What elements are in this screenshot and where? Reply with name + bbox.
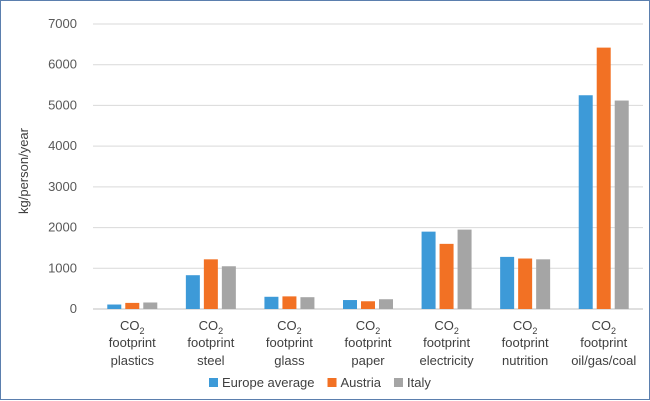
x-category-label: nutrition	[502, 353, 548, 368]
bar	[361, 301, 375, 309]
gridlines	[93, 23, 643, 310]
x-category-label: CO2	[591, 318, 616, 336]
bar	[107, 304, 122, 309]
y-tick-label: 7000	[48, 16, 77, 31]
x-category-label: CO2	[277, 318, 302, 336]
x-category-label: electricity	[419, 353, 474, 368]
legend-label: Austria	[341, 375, 382, 390]
y-tick-label: 4000	[48, 138, 77, 153]
x-category-label: paper	[351, 353, 385, 368]
bar	[536, 259, 551, 309]
x-category-label: CO2	[356, 318, 381, 336]
legend-swatch	[393, 378, 403, 387]
x-category-label: footprint	[266, 335, 313, 350]
bar	[439, 243, 454, 309]
legend-swatch	[327, 378, 337, 387]
bar	[221, 266, 236, 309]
y-axis-title: kg/person/year	[16, 127, 31, 214]
bars	[107, 47, 629, 310]
bar	[379, 299, 393, 309]
legend: Europe average Austria Italy	[209, 375, 431, 390]
x-category-label: glass	[274, 353, 305, 368]
x-category-label: footprint	[580, 335, 627, 350]
y-tick-label: 0	[70, 301, 77, 316]
x-category-label: footprint	[187, 335, 234, 350]
bar	[300, 297, 315, 309]
legend-label: Italy	[407, 375, 431, 390]
bar	[125, 302, 140, 309]
x-category-label: footprint	[345, 335, 392, 350]
x-category-label: CO2	[120, 318, 145, 336]
x-category-label: footprint	[109, 335, 156, 350]
x-category-label: footprint	[423, 335, 470, 350]
y-tick-label: 2000	[48, 220, 77, 235]
bar	[578, 95, 593, 309]
bar	[203, 259, 218, 309]
x-category-label: footprint	[502, 335, 549, 350]
x-category-label: steel	[197, 353, 225, 368]
bar	[518, 258, 533, 309]
bar	[264, 296, 279, 309]
bar	[143, 302, 158, 309]
bar	[614, 100, 629, 310]
x-category-label: plastics	[111, 353, 155, 368]
bar	[282, 296, 297, 309]
legend-label: Europe average	[222, 375, 315, 390]
x-category-label: CO2	[199, 318, 224, 336]
bar	[343, 300, 357, 309]
x-axis-labels: CO2footprintplasticsCO2footprintsteelCO2…	[109, 318, 637, 368]
bar	[185, 275, 200, 309]
x-category-label: oil/gas/coal	[571, 353, 636, 368]
x-category-label: CO2	[513, 318, 538, 336]
bar	[500, 256, 515, 309]
y-tick-label: 6000	[48, 57, 77, 72]
y-tick-label: 3000	[48, 179, 77, 194]
x-category-label: CO2	[434, 318, 459, 336]
y-tick-label: 5000	[48, 97, 77, 112]
legend-swatch	[209, 378, 218, 387]
bar	[421, 231, 436, 309]
y-axis-ticks: 0 1000 2000 3000 4000 5000 6000 7000	[48, 16, 77, 316]
y-tick-label: 1000	[48, 260, 77, 275]
bar	[457, 229, 472, 309]
bar	[596, 47, 611, 309]
